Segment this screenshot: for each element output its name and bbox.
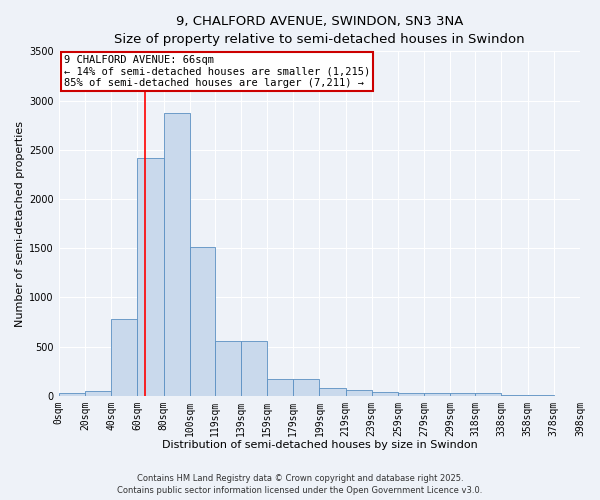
Title: 9, CHALFORD AVENUE, SWINDON, SN3 3NA
Size of property relative to semi-detached : 9, CHALFORD AVENUE, SWINDON, SN3 3NA Siz…	[114, 15, 525, 46]
Text: Contains HM Land Registry data © Crown copyright and database right 2025.
Contai: Contains HM Land Registry data © Crown c…	[118, 474, 482, 495]
Bar	[111, 319, 137, 396]
Bar	[164, 114, 190, 396]
Bar	[451, 393, 475, 396]
Bar	[319, 388, 346, 396]
Bar	[215, 340, 241, 396]
X-axis label: Distribution of semi-detached houses by size in Swindon: Distribution of semi-detached houses by …	[161, 440, 477, 450]
Bar	[293, 379, 319, 396]
Bar	[241, 340, 267, 396]
Bar	[59, 393, 85, 396]
Text: 9 CHALFORD AVENUE: 66sqm
← 14% of semi-detached houses are smaller (1,215)
85% o: 9 CHALFORD AVENUE: 66sqm ← 14% of semi-d…	[64, 55, 370, 88]
Bar	[398, 393, 424, 396]
Bar	[475, 393, 502, 396]
Bar	[267, 379, 293, 396]
Bar	[372, 392, 398, 396]
Bar	[85, 391, 111, 396]
Bar	[424, 393, 451, 396]
Bar	[190, 247, 215, 396]
Y-axis label: Number of semi-detached properties: Number of semi-detached properties	[15, 120, 25, 326]
Bar	[346, 390, 372, 396]
Bar	[137, 158, 164, 396]
